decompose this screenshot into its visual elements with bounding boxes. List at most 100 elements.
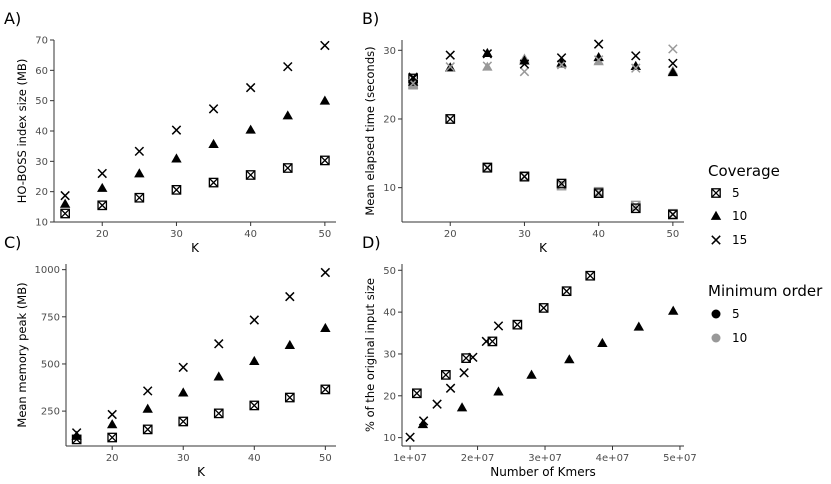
- series-coverage-5-order-5: [71, 384, 331, 445]
- data-point: [320, 322, 331, 333]
- data-point: [631, 63, 641, 73]
- series-coverage-10-order-5: [59, 95, 331, 208]
- legend-minorder-label-5: 5: [732, 307, 740, 321]
- data-point: [519, 59, 530, 69]
- x-tick-label: 20: [96, 229, 109, 240]
- data-point: [556, 57, 567, 67]
- data-point: [441, 370, 451, 380]
- data-point: [208, 138, 219, 148]
- panel-label: B): [362, 9, 379, 28]
- legend-coverage-label-5: 5: [732, 186, 740, 200]
- data-point: [134, 192, 145, 203]
- data-point: [60, 208, 70, 219]
- data-point: [213, 371, 224, 381]
- panel-b: 20 30 40 50 10 20 30 B) K Mean elapsed time (seco…: [362, 9, 684, 255]
- data-point: [482, 47, 493, 57]
- data-point: [482, 61, 493, 71]
- series-coverage-15-order-5: [405, 321, 504, 442]
- data-point: [445, 114, 456, 124]
- panel-label: D): [362, 233, 381, 252]
- data-point: [134, 146, 145, 157]
- y-tick-label: 20: [383, 391, 396, 402]
- data-point: [445, 383, 456, 393]
- data-point: [142, 386, 153, 396]
- data-point: [171, 184, 182, 195]
- x-axis-title: Number of Kmers: [490, 465, 596, 479]
- data-point: [445, 62, 455, 72]
- data-point: [459, 368, 469, 378]
- data-point: [320, 384, 331, 395]
- y-axis-title: Mean elapsed time (seconds): [363, 46, 377, 215]
- x-tick-label: 40: [244, 229, 257, 240]
- data-point: [178, 387, 189, 397]
- legend-coverage-title: Coverage: [708, 162, 780, 180]
- y-tick-label: 30: [383, 349, 396, 360]
- y-axis-title: Mean memory peak (MB): [15, 282, 29, 427]
- data-point: [106, 419, 118, 429]
- y-tick-label: 40: [35, 127, 48, 138]
- data-point: [630, 203, 641, 214]
- data-point: [245, 124, 256, 134]
- y-tick-label: 10: [35, 218, 48, 229]
- data-point: [668, 58, 678, 69]
- data-point: [107, 409, 117, 420]
- series-coverage-5-order-5: [411, 270, 596, 399]
- data-point: [556, 178, 567, 189]
- data-point: [526, 369, 537, 379]
- series-coverage-10-order-5: [417, 305, 679, 429]
- data-point: [493, 386, 504, 396]
- panel-a: 20 30 40 50 10 20 30 40 50 60 70 A) K HO-BOSS index s…: [4, 9, 336, 255]
- data-point: [593, 188, 604, 199]
- data-point: [468, 352, 478, 363]
- x-axis-title: K: [197, 465, 206, 479]
- y-tick-label: 40: [383, 308, 396, 319]
- data-point: [71, 428, 82, 438]
- panel-label: A): [4, 9, 21, 28]
- square-x-icon: [711, 188, 721, 198]
- data-point: [214, 339, 224, 349]
- cross-icon: [711, 235, 721, 245]
- filled-circle-icon: [711, 309, 721, 319]
- data-point: [556, 59, 567, 70]
- data-point: [282, 110, 293, 120]
- data-point: [482, 162, 493, 173]
- data-point: [585, 270, 596, 281]
- data-point: [668, 305, 679, 315]
- data-point: [171, 153, 182, 163]
- data-point: [556, 53, 567, 63]
- data-point: [633, 321, 644, 331]
- y-tick-label: 1000: [35, 265, 60, 276]
- data-point: [319, 95, 331, 105]
- data-point: [97, 182, 108, 192]
- data-point: [97, 168, 107, 179]
- panel-label: C): [4, 233, 21, 252]
- data-point: [249, 315, 260, 325]
- x-tick-label: 1e+07: [393, 453, 427, 464]
- series-coverage-15-order-5: [71, 267, 331, 438]
- legend-minorder-title: Minimum order: [708, 282, 823, 300]
- legend-coverage-item-10: 10: [710, 209, 747, 223]
- data-point: [445, 50, 455, 60]
- legend-coverage-item-15: 15: [711, 233, 747, 247]
- data-point: [245, 82, 256, 93]
- y-tick-label: 10: [383, 433, 396, 444]
- legend: Coverage 5 10 15 Minimum order 5 10: [708, 162, 823, 345]
- y-tick-label: 250: [41, 407, 60, 418]
- data-point: [519, 66, 530, 77]
- data-point: [481, 336, 492, 347]
- panels: 20 30 40 50 10 20 30 40 50 60 70 A) K HO-BOSS index s…: [4, 9, 697, 479]
- data-point: [213, 408, 224, 419]
- y-tick-label: 30: [35, 157, 48, 168]
- y-tick-label: 50: [35, 96, 48, 107]
- legend-coverage-item-5: 5: [711, 186, 740, 200]
- y-axis-title: % of the original input size: [363, 278, 377, 432]
- x-tick-label: 40: [248, 453, 261, 464]
- data-point: [107, 432, 118, 443]
- y-tick-label: 20: [383, 114, 396, 125]
- x-tick-label: 4e+07: [596, 453, 630, 464]
- series-coverage-10-order-5: [71, 322, 331, 440]
- x-tick-label: 50: [667, 229, 680, 240]
- y-tick-label: 20: [35, 187, 48, 198]
- data-point: [142, 424, 153, 435]
- data-point: [178, 362, 188, 373]
